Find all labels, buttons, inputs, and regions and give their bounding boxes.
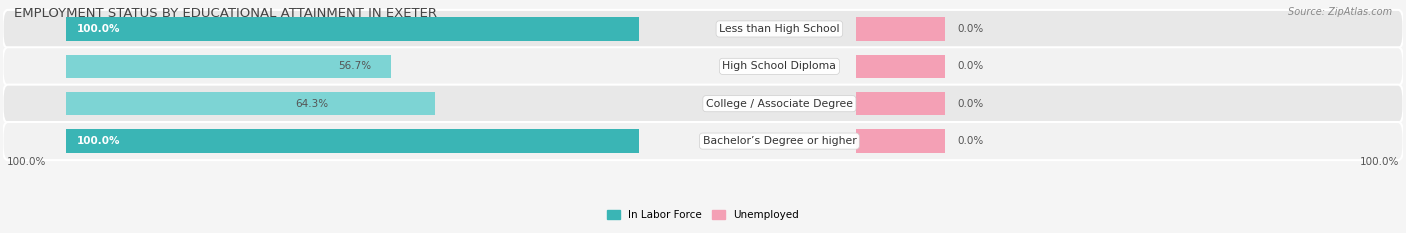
Bar <box>66 55 391 78</box>
Text: 100.0%: 100.0% <box>7 157 46 167</box>
FancyBboxPatch shape <box>3 85 1403 123</box>
Bar <box>856 92 945 115</box>
Text: 0.0%: 0.0% <box>957 136 984 146</box>
Text: 100.0%: 100.0% <box>76 24 120 34</box>
Text: High School Diploma: High School Diploma <box>723 61 837 71</box>
Text: 100.0%: 100.0% <box>76 136 120 146</box>
Legend: In Labor Force, Unemployed: In Labor Force, Unemployed <box>603 206 803 225</box>
Bar <box>856 55 945 78</box>
Text: 100.0%: 100.0% <box>1360 157 1399 167</box>
Text: 64.3%: 64.3% <box>295 99 328 109</box>
Text: EMPLOYMENT STATUS BY EDUCATIONAL ATTAINMENT IN EXETER: EMPLOYMENT STATUS BY EDUCATIONAL ATTAINM… <box>14 7 437 20</box>
Text: 56.7%: 56.7% <box>339 61 371 71</box>
Bar <box>66 17 640 41</box>
Text: 0.0%: 0.0% <box>957 99 984 109</box>
Bar <box>66 130 640 153</box>
Bar <box>66 92 434 115</box>
FancyBboxPatch shape <box>3 10 1403 48</box>
Text: Less than High School: Less than High School <box>718 24 839 34</box>
Bar <box>856 17 945 41</box>
Text: 0.0%: 0.0% <box>957 61 984 71</box>
Text: 0.0%: 0.0% <box>957 24 984 34</box>
Text: College / Associate Degree: College / Associate Degree <box>706 99 853 109</box>
FancyBboxPatch shape <box>3 47 1403 85</box>
Bar <box>856 130 945 153</box>
Text: Source: ZipAtlas.com: Source: ZipAtlas.com <box>1288 7 1392 17</box>
FancyBboxPatch shape <box>3 122 1403 160</box>
Text: Bachelor’s Degree or higher: Bachelor’s Degree or higher <box>703 136 856 146</box>
